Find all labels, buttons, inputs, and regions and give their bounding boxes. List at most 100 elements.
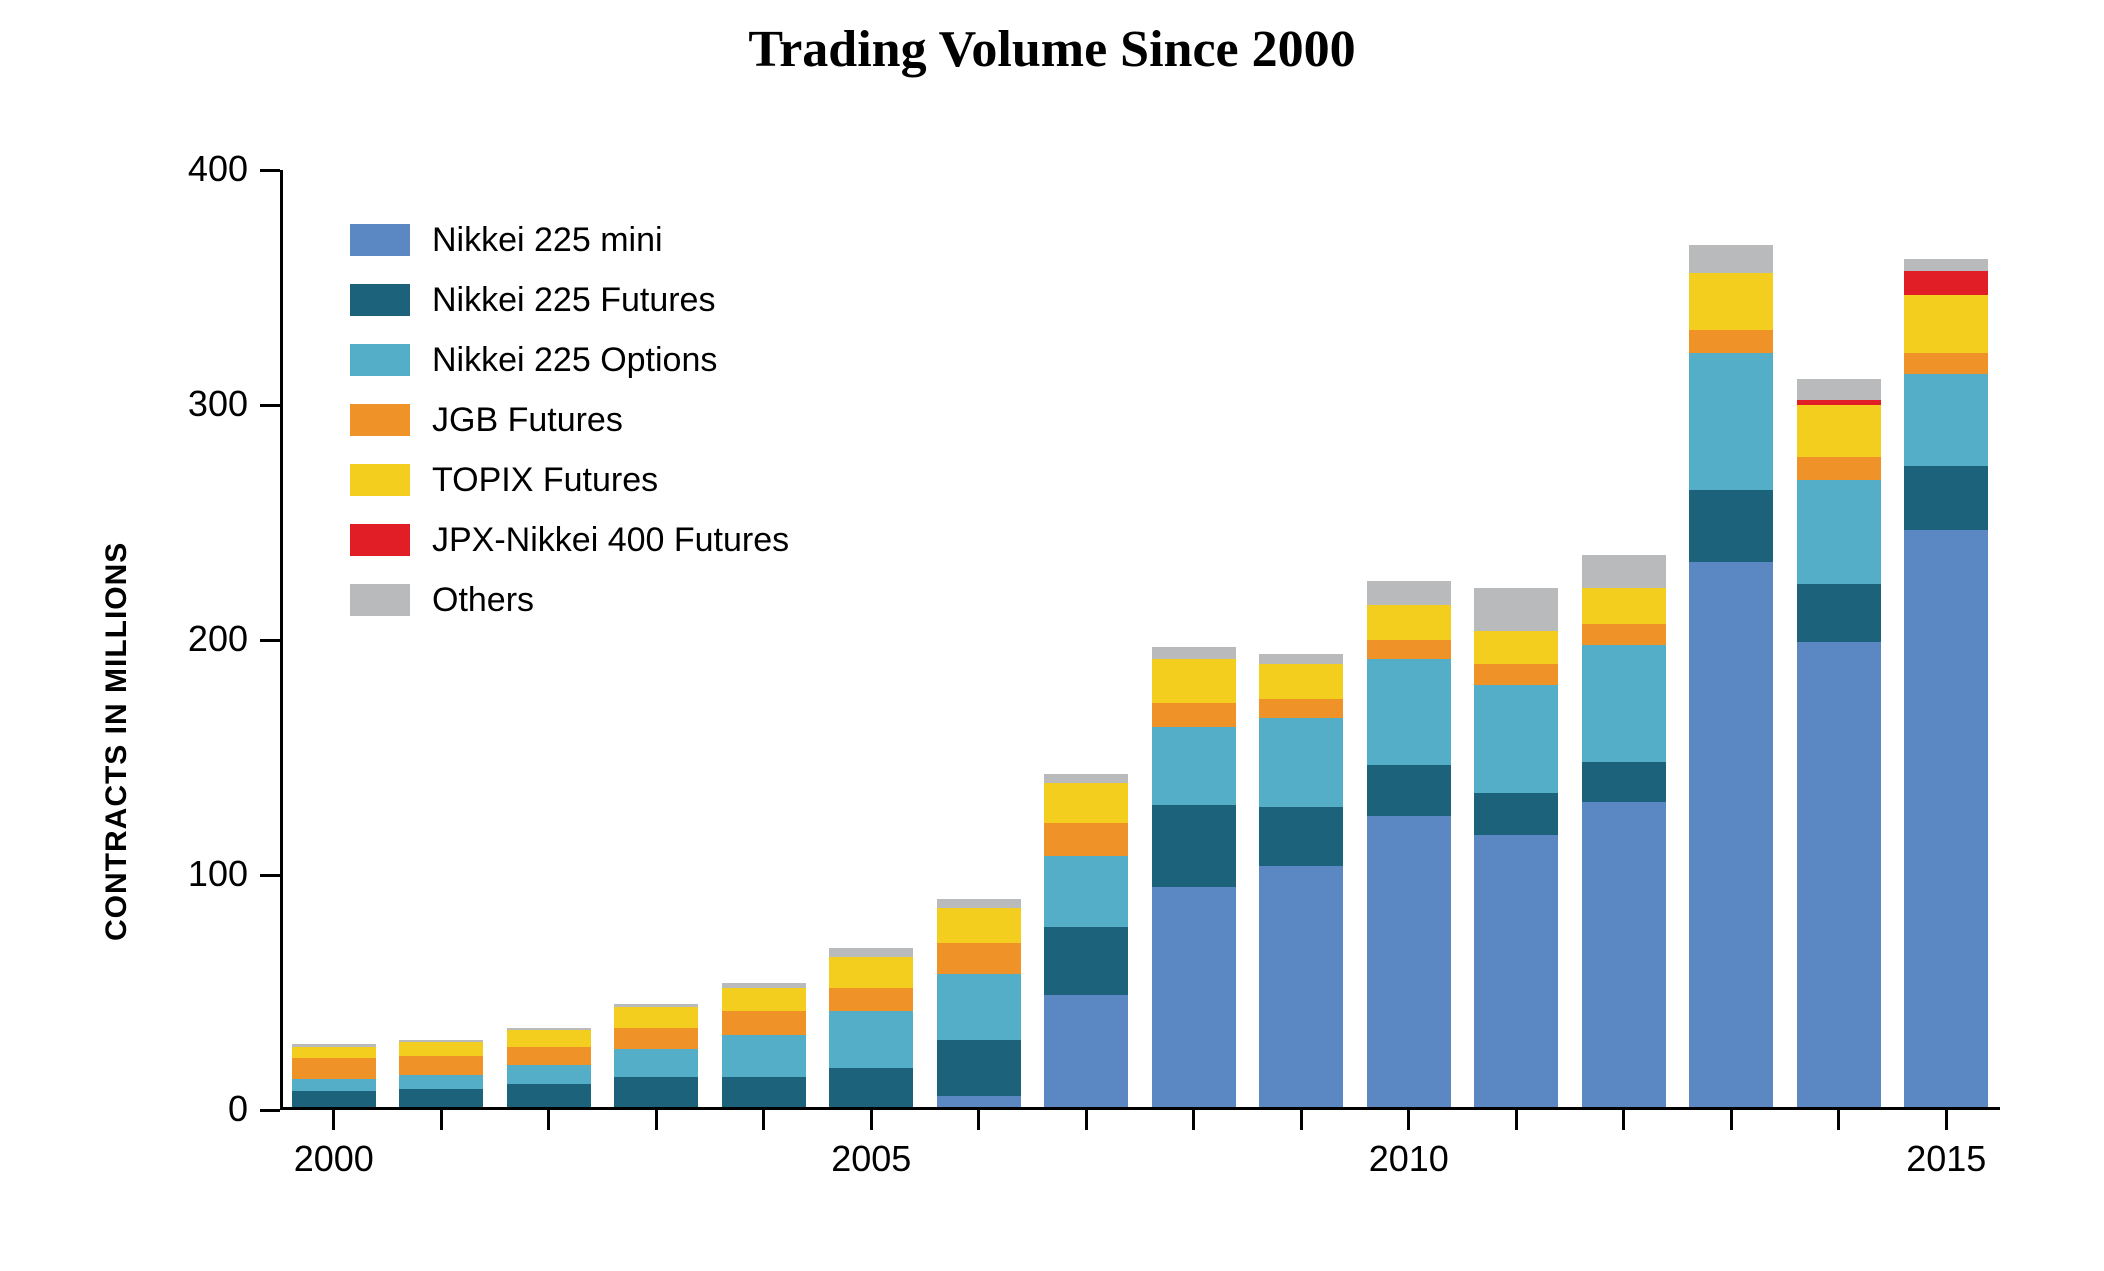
bar-segment-nikkei_225_futures [1152, 805, 1236, 887]
bar-segment-jgb_futures [399, 1056, 483, 1075]
bar-column [1904, 259, 1988, 1110]
bar-segment-topix_futures [722, 988, 806, 1012]
bar-column [1474, 588, 1558, 1110]
bar-segment-jgb_futures [292, 1058, 376, 1079]
bar-segment-topix_futures [1044, 783, 1128, 823]
bar-segment-topix_futures [614, 1007, 698, 1028]
bar-segment-jgb_futures [1689, 330, 1773, 354]
bar-segment-nikkei_225_mini [1689, 562, 1773, 1110]
bar-segment-others [614, 1004, 698, 1006]
bar-segment-nikkei_225_futures [1689, 490, 1773, 563]
bar-segment-topix_futures [829, 957, 913, 988]
x-tick [1515, 1110, 1518, 1130]
bar-segment-nikkei_225_mini [1152, 887, 1236, 1110]
x-tick-label: 2010 [1354, 1138, 1464, 1180]
bar-column [1259, 654, 1343, 1110]
legend-swatch [350, 344, 410, 376]
chart-title: Trading Volume Since 2000 [0, 20, 2104, 79]
bar-segment-jgb_futures [1797, 457, 1881, 481]
bar-segment-nikkei_225_futures [1044, 927, 1128, 995]
x-tick [1407, 1110, 1410, 1130]
legend-label: Nikkei 225 Futures [432, 281, 715, 320]
bar-segment-others [1044, 774, 1128, 783]
bar-segment-nikkei_225_futures [1904, 466, 1988, 529]
bar-column [399, 1040, 483, 1111]
bar-segment-nikkei_225_futures [829, 1068, 913, 1110]
bar-segment-others [292, 1044, 376, 1046]
x-tick [1622, 1110, 1625, 1130]
bar-segment-topix_futures [1582, 588, 1666, 623]
x-tick-label: 2000 [279, 1138, 389, 1180]
bar-segment-nikkei_225_options [829, 1011, 913, 1067]
bar-segment-jgb_futures [1904, 353, 1988, 374]
bar-segment-topix_futures [1797, 405, 1881, 457]
bar-segment-others [1797, 379, 1881, 400]
bar-segment-jgb_futures [1152, 703, 1236, 727]
bar-segment-nikkei_225_mini [1797, 642, 1881, 1110]
bar-column [829, 948, 913, 1110]
bar-segment-others [1259, 654, 1343, 663]
bar-segment-nikkei_225_options [399, 1075, 483, 1089]
bar-segment-nikkei_225_futures [1259, 807, 1343, 866]
y-axis-line [280, 170, 283, 1110]
y-tick [260, 639, 280, 642]
legend-swatch [350, 464, 410, 496]
bar-segment-nikkei_225_mini [1474, 835, 1558, 1110]
bar-segment-jgb_futures [1367, 640, 1451, 659]
bar-segment-jgb_futures [1044, 823, 1128, 856]
legend-swatch [350, 284, 410, 316]
bar-segment-nikkei_225_options [722, 1035, 806, 1077]
bar-segment-jgb_futures [507, 1047, 591, 1066]
x-tick [1192, 1110, 1195, 1130]
legend-swatch [350, 584, 410, 616]
bar-segment-topix_futures [1689, 273, 1773, 329]
bar-segment-nikkei_225_options [1689, 353, 1773, 489]
bar-segment-others [399, 1040, 483, 1042]
x-tick [332, 1110, 335, 1130]
bar-segment-others [1689, 245, 1773, 273]
x-tick [547, 1110, 550, 1130]
bar-segment-jgb_futures [614, 1028, 698, 1049]
legend-label: Nikkei 225 Options [432, 341, 717, 380]
bar-segment-nikkei_225_options [1904, 374, 1988, 466]
bar-segment-nikkei_225_options [1367, 659, 1451, 765]
bar-segment-nikkei_225_futures [722, 1077, 806, 1110]
x-tick [1730, 1110, 1733, 1130]
chart-container: Trading Volume Since 2000 0100200300400 … [0, 0, 2104, 1271]
bar-column [507, 1028, 591, 1110]
bar-segment-topix_futures [507, 1030, 591, 1046]
bar-column [937, 899, 1021, 1111]
bar-segment-others [1582, 555, 1666, 588]
bar-segment-nikkei_225_options [507, 1065, 591, 1084]
legend-swatch [350, 404, 410, 436]
bar-segment-nikkei_225_mini [1367, 816, 1451, 1110]
bar-segment-nikkei_225_futures [1797, 584, 1881, 643]
bar-segment-nikkei_225_options [1797, 480, 1881, 583]
legend-item: Nikkei 225 Options [350, 330, 789, 390]
bar-segment-nikkei_225_options [1152, 727, 1236, 805]
x-tick [1945, 1110, 1948, 1130]
bar-segment-jgb_futures [1259, 699, 1343, 718]
x-tick [440, 1110, 443, 1130]
y-tick [260, 874, 280, 877]
bar-segment-topix_futures [1904, 295, 1988, 354]
bar-segment-others [829, 948, 913, 957]
bar-segment-jgb_futures [1582, 624, 1666, 645]
legend-swatch [350, 524, 410, 556]
bar-column [1044, 774, 1128, 1110]
bar-segment-topix_futures [1259, 664, 1343, 699]
x-tick-label: 2015 [1891, 1138, 2001, 1180]
bar-segment-topix_futures [937, 908, 1021, 943]
x-tick [1837, 1110, 1840, 1130]
bar-segment-nikkei_225_futures [1474, 793, 1558, 835]
bar-segment-nikkei_225_options [1474, 685, 1558, 793]
x-tick [977, 1110, 980, 1130]
y-tick-label: 200 [188, 618, 248, 660]
bar-segment-nikkei_225_options [937, 974, 1021, 1040]
bar-column [292, 1044, 376, 1110]
bar-segment-jgb_futures [937, 943, 1021, 974]
y-tick [260, 169, 280, 172]
y-tick-label: 100 [188, 853, 248, 895]
bar-column [1152, 647, 1236, 1110]
y-axis-title: CONTRACTS IN MILLIONS [100, 541, 134, 940]
